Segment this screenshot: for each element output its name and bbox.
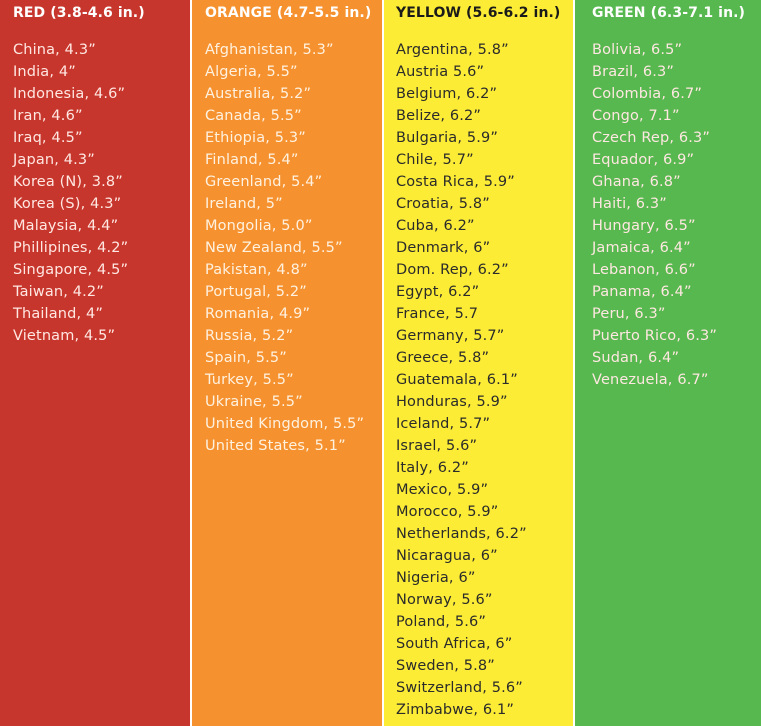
list-item: Greenland, 5.4” — [205, 174, 323, 190]
list-item: Ethiopia, 5.3” — [205, 130, 306, 146]
list-item: Argentina, 5.8” — [396, 42, 509, 58]
list-item: United States, 5.1” — [205, 438, 346, 454]
list-item: Venezuela, 6.7” — [592, 372, 709, 388]
list-item: Chile, 5.7” — [396, 152, 474, 168]
list-item: Austria 5.6” — [396, 64, 485, 80]
list-item: Nigeria, 6” — [396, 570, 476, 586]
list-item: Bolivia, 6.5” — [592, 42, 683, 58]
list-item: Finland, 5.4” — [205, 152, 299, 168]
column-yellow: YELLOW (5.6-6.2 in.) Argentina, 5.8” Aust… — [384, 0, 573, 726]
list-item: Spain, 5.5” — [205, 350, 287, 366]
list-item: Germany, 5.7” — [396, 328, 505, 344]
list-item: Morocco, 5.9” — [396, 504, 499, 520]
list-item: Switzerland, 5.6” — [396, 680, 523, 696]
list-item: Belize, 6.2” — [396, 108, 482, 124]
list-item: Ghana, 6.8” — [592, 174, 681, 190]
list-item: Czech Rep, 6.3” — [592, 130, 711, 146]
list-item: Honduras, 5.9” — [396, 394, 508, 410]
list-item: India, 4” — [13, 64, 76, 80]
list-item: Sudan, 6.4” — [592, 350, 680, 366]
column-orange: ORANGE (4.7-5.5 in.) Afghanistan, 5.3” Al… — [192, 0, 382, 726]
list-item: Jamaica, 6.4” — [592, 240, 691, 256]
list-item: China, 4.3” — [13, 42, 96, 58]
column-header-orange: ORANGE (4.7-5.5 in.) — [205, 5, 372, 21]
column-header-red: RED (3.8-4.6 in.) — [13, 5, 145, 21]
column-header-yellow: YELLOW (5.6-6.2 in.) — [396, 5, 561, 21]
list-item: Japan, 4.3” — [13, 152, 95, 168]
list-item: Indonesia, 4.6” — [13, 86, 126, 102]
list-item: Italy, 6.2” — [396, 460, 469, 476]
list-item: Malaysia, 4.4” — [13, 218, 119, 234]
list-item: Canada, 5.5” — [205, 108, 302, 124]
list-item: Ukraine, 5.5” — [205, 394, 303, 410]
list-item: Cuba, 6.2” — [396, 218, 475, 234]
list-item: Sweden, 5.8” — [396, 658, 495, 674]
list-item: Guatemala, 6.1” — [396, 372, 518, 388]
list-item: Korea (N), 3.8” — [13, 174, 123, 190]
entry-list-red: China, 4.3” India, 4” Indonesia, 4.6” Iran,… — [13, 39, 190, 347]
list-item: Hungary, 6.5” — [592, 218, 696, 234]
list-item: Dom. Rep, 6.2” — [396, 262, 509, 278]
list-item: Denmark, 6” — [396, 240, 491, 256]
list-item: Iceland, 5.7” — [396, 416, 491, 432]
list-item: Poland, 5.6” — [396, 614, 486, 630]
list-item: Equador, 6.9” — [592, 152, 695, 168]
entry-list-orange: Afghanistan, 5.3” Algeria, 5.5” Australia,… — [205, 39, 382, 457]
list-item: Greece, 5.8” — [396, 350, 490, 366]
list-item: Phillipines, 4.2” — [13, 240, 129, 256]
list-item: Taiwan, 4.2” — [13, 284, 104, 300]
list-item: Norway, 5.6” — [396, 592, 493, 608]
list-item: Croatia, 5.8” — [396, 196, 490, 212]
list-item: Bulgaria, 5.9” — [396, 130, 499, 146]
list-item: Algeria, 5.5” — [205, 64, 298, 80]
list-item: Afghanistan, 5.3” — [205, 42, 334, 58]
list-item: Vietnam, 4.5” — [13, 328, 116, 344]
list-item: Belgium, 6.2” — [396, 86, 498, 102]
column-header-green: GREEN (6.3-7.1 in.) — [592, 5, 746, 21]
list-item: Russia, 5.2” — [205, 328, 294, 344]
list-item: Iran, 4.6” — [13, 108, 83, 124]
column-red: RED (3.8-4.6 in.) China, 4.3” India, 4” In… — [0, 0, 190, 726]
list-item: Peru, 6.3” — [592, 306, 666, 322]
list-item: Singapore, 4.5” — [13, 262, 129, 278]
list-item: Ireland, 5” — [205, 196, 283, 212]
list-item: Brazil, 6.3” — [592, 64, 675, 80]
list-item: Congo, 7.1” — [592, 108, 680, 124]
entry-list-yellow: Argentina, 5.8” Austria 5.6” Belgium, 6.2”… — [396, 39, 573, 721]
list-item: New Zealand, 5.5” — [205, 240, 343, 256]
list-item: Korea (S), 4.3” — [13, 196, 122, 212]
list-item: Mongolia, 5.0” — [205, 218, 313, 234]
list-item: Zimbabwe, 6.1” — [396, 702, 515, 718]
entry-list-green: Bolivia, 6.5” Brazil, 6.3” Colombia, 6.7” C… — [592, 39, 761, 391]
list-item: Portugal, 5.2” — [205, 284, 307, 300]
list-item: Panama, 6.4” — [592, 284, 692, 300]
list-item: Lebanon, 6.6” — [592, 262, 696, 278]
list-item: Thailand, 4” — [13, 306, 104, 322]
list-item: Australia, 5.2” — [205, 86, 312, 102]
column-green: GREEN (6.3-7.1 in.) Bolivia, 6.5” Brazil,… — [575, 0, 761, 726]
list-item: United Kingdom, 5.5” — [205, 416, 365, 432]
list-item: Costa Rica, 5.9” — [396, 174, 515, 190]
list-item: Israel, 5.6” — [396, 438, 478, 454]
list-item: Iraq, 4.5” — [13, 130, 83, 146]
list-item: Pakistan, 4.8” — [205, 262, 308, 278]
list-item: South Africa, 6” — [396, 636, 513, 652]
list-item: Puerto Rico, 6.3” — [592, 328, 718, 344]
list-item: France, 5.7 — [396, 306, 479, 322]
list-item: Haiti, 6.3” — [592, 196, 667, 212]
list-item: Nicaragua, 6” — [396, 548, 498, 564]
list-item: Netherlands, 6.2” — [396, 526, 527, 542]
list-item: Mexico, 5.9” — [396, 482, 489, 498]
list-item: Egypt, 6.2” — [396, 284, 480, 300]
list-item: Colombia, 6.7” — [592, 86, 703, 102]
list-item: Romania, 4.9” — [205, 306, 311, 322]
list-item: Turkey, 5.5” — [205, 372, 294, 388]
